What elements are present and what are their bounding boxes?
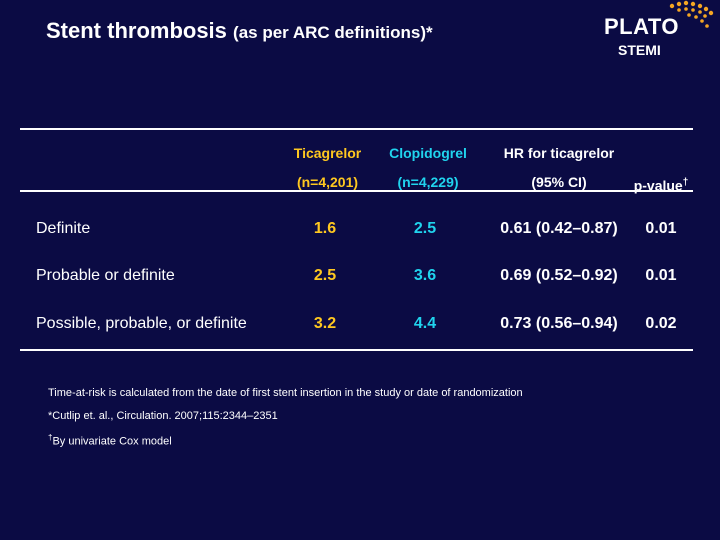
column-header-ticagrelor: Ticagrelor (n=4,201) bbox=[280, 139, 375, 197]
logo-dot bbox=[690, 1, 696, 7]
cell-clopidogrel-probable: 3.6 bbox=[413, 267, 437, 284]
logo-dot bbox=[684, 7, 688, 11]
logo-dot bbox=[698, 10, 702, 14]
title-main: Stent thrombosis bbox=[46, 18, 227, 43]
column-header-pvalue-line1 bbox=[626, 139, 696, 168]
pvalue-dagger: † bbox=[682, 177, 689, 188]
cell-hr-definite: 0.61 (0.42–0.87) bbox=[500, 220, 618, 237]
logo-dot bbox=[677, 8, 681, 12]
logo-dot bbox=[694, 15, 698, 19]
cell-pvalue-definite: 0.01 bbox=[645, 220, 677, 237]
footnote-reference: *Cutlip et. al., Circulation. 2007;115:2… bbox=[48, 410, 278, 422]
logo-text: PLATO bbox=[604, 14, 680, 39]
cell-clopidogrel-definite: 2.5 bbox=[413, 220, 437, 237]
column-header-pvalue: p-value† bbox=[626, 139, 696, 201]
column-header-clopidogrel-name: Clopidogrel bbox=[389, 145, 467, 161]
cell-ticagrelor-probable: 2.5 bbox=[313, 267, 337, 284]
logo-dot bbox=[697, 3, 703, 9]
column-header-ticagrelor-name: Ticagrelor bbox=[293, 145, 362, 161]
column-header-hr: HR for ticagrelor (95% CI) bbox=[486, 139, 632, 197]
table-top-rule bbox=[20, 128, 693, 130]
logo-dot bbox=[703, 14, 707, 18]
slide-title: Stent thrombosis (as per ARC definitions… bbox=[46, 18, 433, 44]
title-subtitle: (as per ARC definitions)* bbox=[233, 23, 433, 42]
logo-subtext: STEMI bbox=[618, 42, 661, 58]
cell-ticagrelor-definite: 1.6 bbox=[313, 220, 337, 237]
cell-ticagrelor-possible: 3.2 bbox=[313, 315, 337, 332]
logo-dot bbox=[703, 6, 709, 12]
pvalue-label: p-value bbox=[633, 177, 683, 194]
column-header-hr-line2: (95% CI) bbox=[531, 174, 587, 190]
logo-dot bbox=[708, 10, 714, 16]
table-bottom-rule bbox=[20, 349, 693, 351]
column-header-hr-line1: HR for ticagrelor bbox=[503, 145, 615, 161]
row-label-probable-or-definite: Probable or definite bbox=[36, 267, 175, 284]
cell-clopidogrel-possible: 4.4 bbox=[413, 315, 437, 332]
footnote-dagger: † bbox=[48, 433, 53, 442]
cell-hr-probable: 0.69 (0.52–0.92) bbox=[500, 267, 618, 284]
column-header-clopidogrel: Clopidogrel (n=4,229) bbox=[380, 139, 476, 197]
footnote-time-at-risk: Time-at-risk is calculated from the date… bbox=[48, 387, 523, 399]
logo-dot bbox=[687, 13, 691, 17]
table-header-rule bbox=[20, 190, 693, 192]
footnote-cox-text: By univariate Cox model bbox=[52, 435, 172, 448]
column-header-ticagrelor-n: (n=4,201) bbox=[296, 174, 359, 190]
column-header-clopidogrel-n: (n=4,229) bbox=[397, 174, 459, 190]
plato-stemi-logo: PLATO STEMI bbox=[600, 0, 718, 62]
logo-dot bbox=[691, 8, 695, 12]
cell-pvalue-probable: 0.01 bbox=[645, 267, 677, 284]
cell-hr-possible: 0.73 (0.56–0.94) bbox=[500, 315, 618, 332]
logo-dot bbox=[705, 24, 709, 28]
row-label-possible-probable-or-definite: Possible, probable, or definite bbox=[36, 315, 247, 332]
row-label-definite: Definite bbox=[36, 220, 91, 237]
cell-pvalue-possible: 0.02 bbox=[645, 315, 677, 332]
logo-dot bbox=[676, 1, 682, 7]
column-header-pvalue-line2: p-value† bbox=[626, 168, 696, 201]
logo-dots-icon bbox=[669, 0, 714, 28]
footnote-cox-model: †By univariate Cox model bbox=[48, 433, 172, 448]
logo-dot bbox=[683, 0, 689, 6]
logo-dot bbox=[700, 19, 704, 23]
logo-dot bbox=[669, 3, 675, 9]
